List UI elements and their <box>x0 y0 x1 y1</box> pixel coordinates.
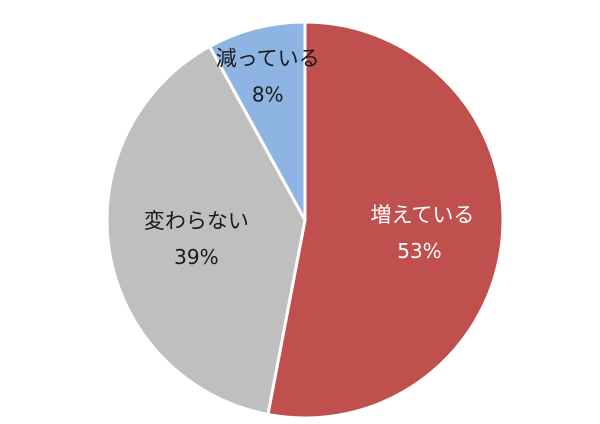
pie-slices <box>105 20 505 420</box>
slice-3-category-label: 減っている <box>216 47 320 71</box>
slice-2-category-label: 変わらない <box>144 209 249 233</box>
pie-slice-2 <box>105 44 307 416</box>
pie-labels: 増えている 53% 変わらない 39% 減っている 8% <box>144 47 475 269</box>
pie-slice-3 <box>208 20 307 222</box>
slice-3-value-label: 8% <box>252 83 284 107</box>
slice-1-value-label: 53% <box>397 239 441 263</box>
slice-1-category-label: 増えている <box>370 203 474 227</box>
slice-2-value-label: 39% <box>174 245 218 269</box>
pie-slice-1 <box>266 20 505 420</box>
